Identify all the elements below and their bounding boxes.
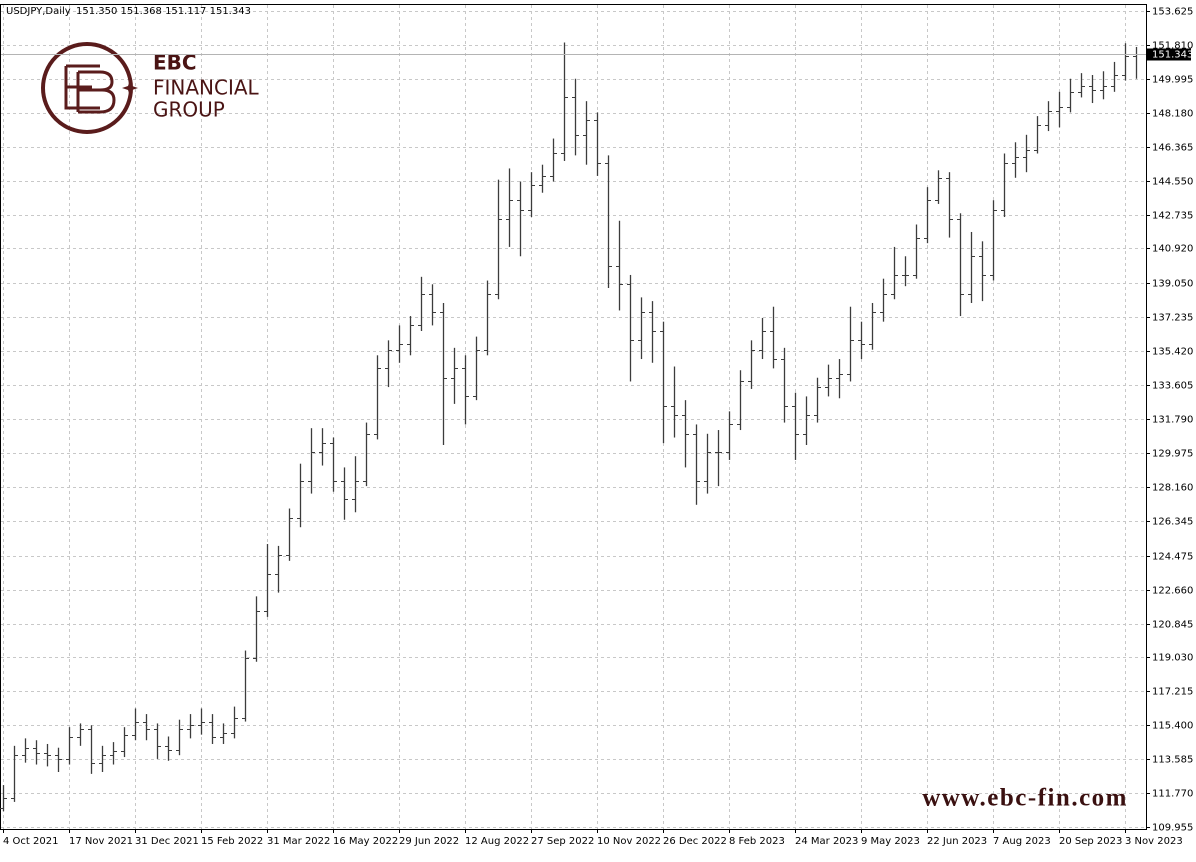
- grid: [1, 5, 1146, 829]
- y-tick-label: 124.475: [1152, 552, 1193, 563]
- header-ohlc: 151.350 151.368 151.117 151.343: [76, 6, 251, 17]
- plot-area: [0, 4, 1147, 830]
- x-tick-label: 27 Sep 2022: [531, 836, 594, 847]
- bars: [0, 42, 1140, 812]
- y-tick-label: 135.420: [1152, 347, 1193, 358]
- watermark: www.ebc-fin.com: [922, 785, 1128, 812]
- x-tick-label: 7 Aug 2023: [993, 836, 1051, 847]
- x-tick-label: 17 Nov 2021: [69, 836, 133, 847]
- logo-mark: [64, 64, 116, 114]
- x-tick-label: 31 Mar 2022: [267, 836, 330, 847]
- y-tick-label: 109.955: [1152, 823, 1193, 834]
- y-tick-label: 111.770: [1152, 789, 1193, 800]
- y-tick-label: 133.605: [1152, 381, 1193, 392]
- x-tick-label: 22 Jun 2023: [927, 836, 987, 847]
- x-tick-label: 4 Oct 2021: [3, 836, 58, 847]
- y-tick-label: 153.625: [1152, 7, 1193, 18]
- x-tick-label: 10 Nov 2022: [597, 836, 661, 847]
- y-tick-label: 148.180: [1152, 109, 1193, 120]
- x-tick-label: 12 Aug 2022: [465, 836, 529, 847]
- x-tick-label: 26 Dec 2022: [663, 836, 727, 847]
- y-tick-label: 137.235: [1152, 313, 1193, 324]
- y-tick-label: 139.050: [1152, 279, 1193, 290]
- x-tick-label: 16 May 2022: [333, 836, 398, 847]
- y-tick-label: 115.400: [1152, 721, 1193, 732]
- x-tick-label: 20 Sep 2023: [1059, 836, 1122, 847]
- logo-line: FINANCIAL: [153, 76, 260, 100]
- y-tick-label: 113.585: [1152, 755, 1193, 766]
- y-tick-label: 122.660: [1152, 586, 1193, 597]
- y-tick-label: 129.975: [1152, 449, 1193, 460]
- x-tick-label: 3 Nov 2023: [1125, 836, 1183, 847]
- y-tick-label: 119.030: [1152, 653, 1193, 664]
- y-tick-label: 120.845: [1152, 620, 1193, 631]
- x-tick-label: 31 Dec 2021: [135, 836, 199, 847]
- price-tag: [1147, 48, 1191, 61]
- y-tick-label: 131.790: [1152, 415, 1193, 426]
- x-tick-label: 9 May 2023: [861, 836, 920, 847]
- logo-star: [122, 80, 138, 96]
- x-tick-label: 29 Jun 2022: [399, 836, 459, 847]
- symbol: USDJPY,Daily: [6, 6, 71, 17]
- price-tag-label: 151.343: [1152, 50, 1193, 61]
- logo: EBC FINANCIAL GROUP: [41, 42, 260, 134]
- y-tick-label: 128.160: [1152, 483, 1193, 494]
- logo-line: GROUP: [153, 98, 225, 122]
- x-tick-label: 24 Mar 2023: [795, 836, 858, 847]
- y-tick-label: 142.735: [1152, 211, 1193, 222]
- y-tick-label: 117.215: [1152, 687, 1193, 698]
- y-tick-label: 126.345: [1152, 517, 1193, 528]
- y-tick-label: 151.810: [1152, 41, 1193, 52]
- y-tick-label: 140.920: [1152, 244, 1193, 255]
- x-tick-label: 15 Feb 2022: [201, 836, 263, 847]
- y-tick-label: 146.365: [1152, 143, 1193, 154]
- y-tick-label: 144.550: [1152, 177, 1193, 188]
- x-tick-label: 8 Feb 2023: [729, 836, 785, 847]
- y-tick-label: 149.995: [1152, 75, 1193, 86]
